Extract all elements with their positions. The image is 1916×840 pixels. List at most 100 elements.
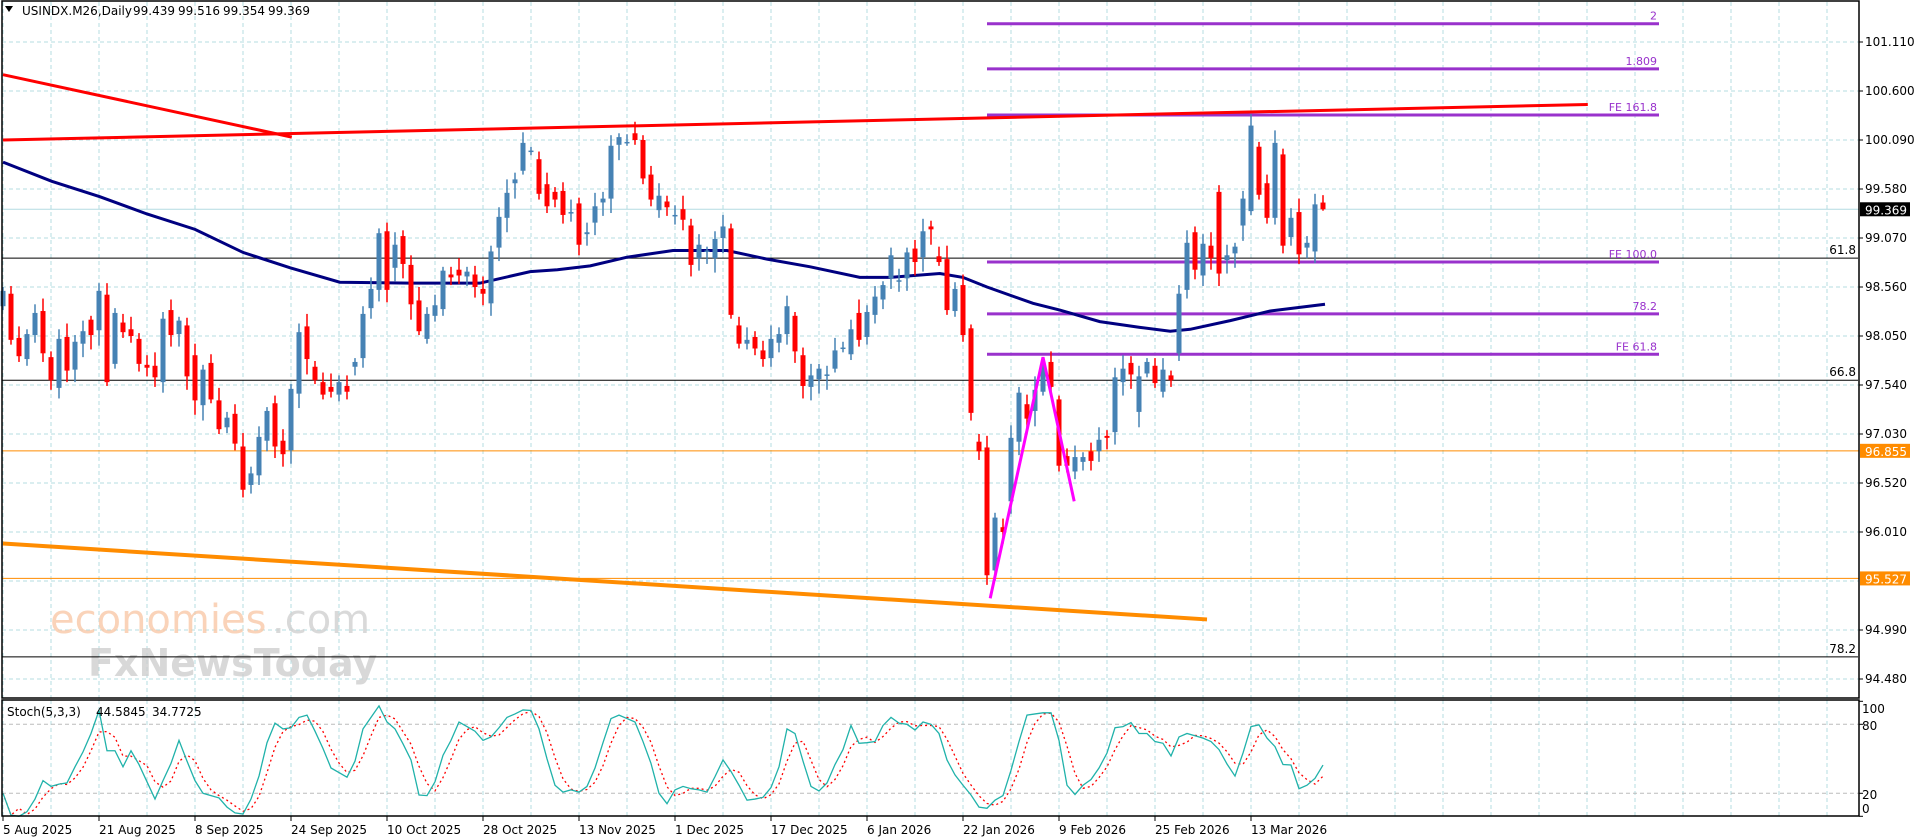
candle-body	[744, 339, 750, 344]
date-tick-label: 22 Jan 2026	[963, 823, 1035, 837]
candle-body	[968, 328, 974, 413]
price-tick-label: 96.520	[1865, 476, 1907, 490]
candle-body	[760, 350, 766, 360]
candle-body	[1248, 125, 1254, 212]
candle-body	[304, 326, 310, 360]
candle-body	[872, 296, 878, 315]
moving-average-line	[2, 160, 1326, 333]
candle-body	[544, 184, 550, 207]
candle	[648, 165, 654, 207]
candle	[472, 265, 478, 298]
overlays	[2, 356, 1324, 817]
candle	[680, 195, 686, 231]
candle-body	[840, 347, 846, 350]
candle-body	[448, 274, 454, 278]
candle-body	[408, 264, 414, 305]
price-tick-label: 96.010	[1865, 525, 1907, 539]
candle-body	[56, 338, 62, 388]
candle	[1040, 360, 1046, 396]
candle-body	[472, 274, 478, 288]
candle-body	[176, 320, 182, 335]
level-lines: 61.8 66.8 78.2 2 1.809 FE 161.8 FE 100.0 78.2 FE…	[2, 10, 1859, 658]
candle	[976, 434, 982, 460]
candle-body	[264, 410, 270, 441]
candle	[1096, 427, 1102, 462]
date-tick-label: 5 Aug 2025	[3, 823, 72, 837]
ohlc-close: 99.369	[268, 4, 310, 18]
stoch-k-line	[2, 704, 1324, 817]
candle	[184, 317, 190, 390]
dropdown-triangle-icon[interactable]	[5, 6, 13, 12]
candle	[608, 135, 614, 214]
candle	[1320, 195, 1326, 211]
candle	[920, 218, 926, 272]
candle-body	[232, 413, 238, 444]
candle	[144, 355, 150, 377]
candle-body	[608, 145, 614, 199]
candle-body	[1264, 183, 1270, 218]
candle-body	[104, 294, 110, 383]
candle	[48, 351, 54, 390]
stoch-k-value: 44.5845	[96, 705, 146, 719]
candle-body	[680, 209, 686, 220]
candle-body	[912, 248, 918, 263]
candle	[1296, 198, 1302, 264]
candles	[0, 114, 1326, 585]
candle	[400, 230, 406, 279]
candle-body	[64, 336, 70, 371]
date-tick-label: 21 Aug 2025	[99, 823, 176, 837]
candle	[936, 246, 942, 266]
candle-body	[1312, 204, 1318, 252]
candle-body	[728, 228, 734, 315]
candle-body	[992, 517, 998, 571]
candle	[720, 214, 726, 254]
candle-body	[344, 385, 350, 392]
candle	[8, 286, 14, 345]
candle	[512, 172, 518, 199]
candle	[192, 343, 198, 415]
candle-body	[504, 192, 510, 218]
price-tag-box	[1860, 571, 1910, 586]
candle	[160, 311, 166, 393]
candle-body	[368, 288, 374, 309]
candle	[64, 323, 70, 383]
candle	[136, 333, 142, 372]
candle-body	[736, 325, 742, 344]
watermark-logo: economies .com FxNewsToday	[50, 597, 377, 685]
stoch-tick-label: 0	[1862, 802, 1870, 816]
candle-body	[1064, 456, 1070, 466]
main-pane-frame	[1, 0, 1860, 699]
candle-body	[1080, 457, 1086, 462]
candle-body	[616, 137, 622, 145]
date-tick-label: 25 Feb 2026	[1155, 823, 1230, 837]
candle	[544, 172, 550, 214]
candle-body	[752, 336, 758, 349]
candle	[448, 266, 454, 286]
candle	[304, 313, 310, 375]
candle	[928, 220, 934, 245]
candle-body	[552, 191, 558, 200]
candle	[760, 340, 766, 367]
candle-body	[144, 364, 150, 368]
ohlc-low: 99.354	[223, 4, 265, 18]
candle	[1144, 358, 1150, 378]
candle-body	[392, 244, 398, 268]
price-tag-box	[1860, 443, 1910, 458]
chart-header: USINDX.M26,Daily 99.439 99.516 99.354 99…	[5, 4, 310, 18]
candle-body	[1040, 366, 1046, 392]
candle-body	[936, 256, 942, 263]
candle	[16, 326, 22, 362]
candle-body	[880, 285, 886, 300]
candle	[1184, 230, 1190, 299]
trendline-red-resistance-rising	[2, 102, 1588, 142]
candle	[744, 327, 750, 350]
candle-body	[240, 446, 246, 490]
date-tick-label: 10 Oct 2025	[387, 823, 461, 837]
candle-body	[648, 174, 654, 200]
candle	[248, 466, 254, 494]
candle	[824, 365, 830, 390]
candle	[672, 205, 678, 225]
date-tick-label: 28 Oct 2025	[483, 823, 557, 837]
candle	[800, 347, 806, 399]
